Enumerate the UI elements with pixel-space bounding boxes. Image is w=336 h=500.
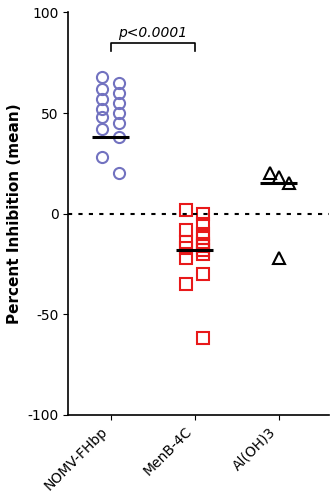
Text: p<0.0001: p<0.0001 [118, 26, 187, 40]
Y-axis label: Percent Inhibition (mean): Percent Inhibition (mean) [7, 104, 22, 324]
